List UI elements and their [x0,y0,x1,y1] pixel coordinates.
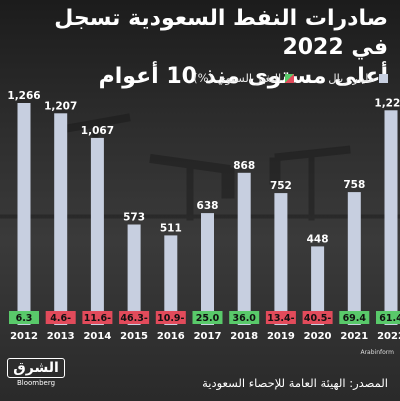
value-label-2020: 448 [307,233,329,245]
change-box-2013 [45,311,76,324]
x-tick-2018: 2018 [230,331,258,342]
bar-2013 [54,113,68,325]
value-label-2013: 1,207 [44,100,77,112]
value-label-2019: 752 [270,180,292,192]
value-label-2014: 1,067 [81,125,114,137]
change-label-2012: 6.3 [16,313,33,324]
change-label-2019: 13.4- [267,313,294,324]
legend: مليار ريال التغير السنوي (%) [12,71,388,85]
change-box-2017 [192,311,223,324]
value-label-2015: 573 [123,212,145,224]
value-label-2018: 868 [233,160,255,172]
title-line-1: صادرات النفط السعودية تسجل في 2022 [54,6,388,60]
legend-swatch-bars [379,73,388,83]
legend-swatch-change [285,73,295,83]
asharq-bloomberg-logo: الشرق Bloomberg [7,358,65,388]
source-note: المصدر: الهيئة العامة للإحصاء السعودية [202,376,388,390]
bar-2014 [90,137,104,325]
bar-2017 [201,213,214,325]
change-box-2014 [82,311,113,324]
value-label-2016: 511 [160,222,182,234]
change-box-2022 [376,311,400,324]
change-label-2020: 40.5- [304,313,331,324]
value-label-2017: 638 [197,200,219,212]
x-tick-2015: 2015 [120,331,148,342]
bar-2016 [164,235,178,325]
bar-2018 [237,172,251,325]
legend-label-bars: مليار ريال [328,71,375,85]
value-label-2012: 1,266 [7,90,40,102]
x-tick-2019: 2019 [267,331,295,342]
pumpjack-right [269,145,351,221]
legend-item-change: التغير السنوي (%) [193,71,295,85]
x-tick-labels-group: 2012 2013 2014 2015 2016 2017 2018 2019 2020 2021… [10,331,400,342]
x-tick-2017: 2017 [194,331,222,342]
x-tick-2014: 2014 [83,331,111,342]
change-label-2015: 46.3- [120,313,147,324]
horizon-line [0,214,400,219]
x-tick-2013: 2013 [47,331,75,342]
bar-2021 [347,192,361,325]
change-box-2012 [9,311,39,324]
x-tick-2016: 2016 [157,331,185,342]
change-label-2017: 25.0 [196,313,220,324]
bar-2012 [17,103,31,325]
logo-arabic: الشرق [7,358,65,378]
credit-text: Arabinform [360,349,394,356]
change-box-2015 [119,311,150,324]
legend-item-bars: مليار ريال [328,71,388,85]
change-boxes-group: 6.3 4.6- 11.6- 46.3- 10.9- 25.0 36.0 13.4- 40.5-… [9,311,400,324]
logo-english: Bloomberg [16,379,56,387]
bars-group [17,103,398,325]
x-tick-2022: 2022 [377,331,400,342]
change-box-2018 [229,311,260,324]
change-label-2021: 69.4 [343,313,367,324]
legend-label-change: التغير السنوي (%) [193,71,282,85]
change-box-2021 [339,311,370,324]
value-label-2022: 1,224 [374,97,400,109]
change-label-2014: 11.6- [84,313,111,324]
bar-2019 [274,193,288,325]
pumpjack-center [149,153,235,221]
x-tick-2012: 2012 [10,331,38,342]
bar-2020 [311,246,325,325]
change-box-2016 [155,311,186,324]
bar-2015 [127,224,141,325]
value-label-2021: 758 [343,179,365,191]
change-box-2019 [265,311,296,324]
change-box-2020 [302,311,333,324]
x-tick-2020: 2020 [304,331,332,342]
change-label-2022: 61.4 [379,313,400,324]
change-label-2016: 10.9- [157,313,184,324]
change-label-2013: 4.6- [50,313,71,324]
bar-2022 [384,110,398,325]
x-tick-2021: 2021 [340,331,368,342]
change-label-2018: 36.0 [232,313,256,324]
value-labels-group: 1,266 1,207 1,067 573 511 638 868 752 448 758 1,22… [7,90,400,245]
